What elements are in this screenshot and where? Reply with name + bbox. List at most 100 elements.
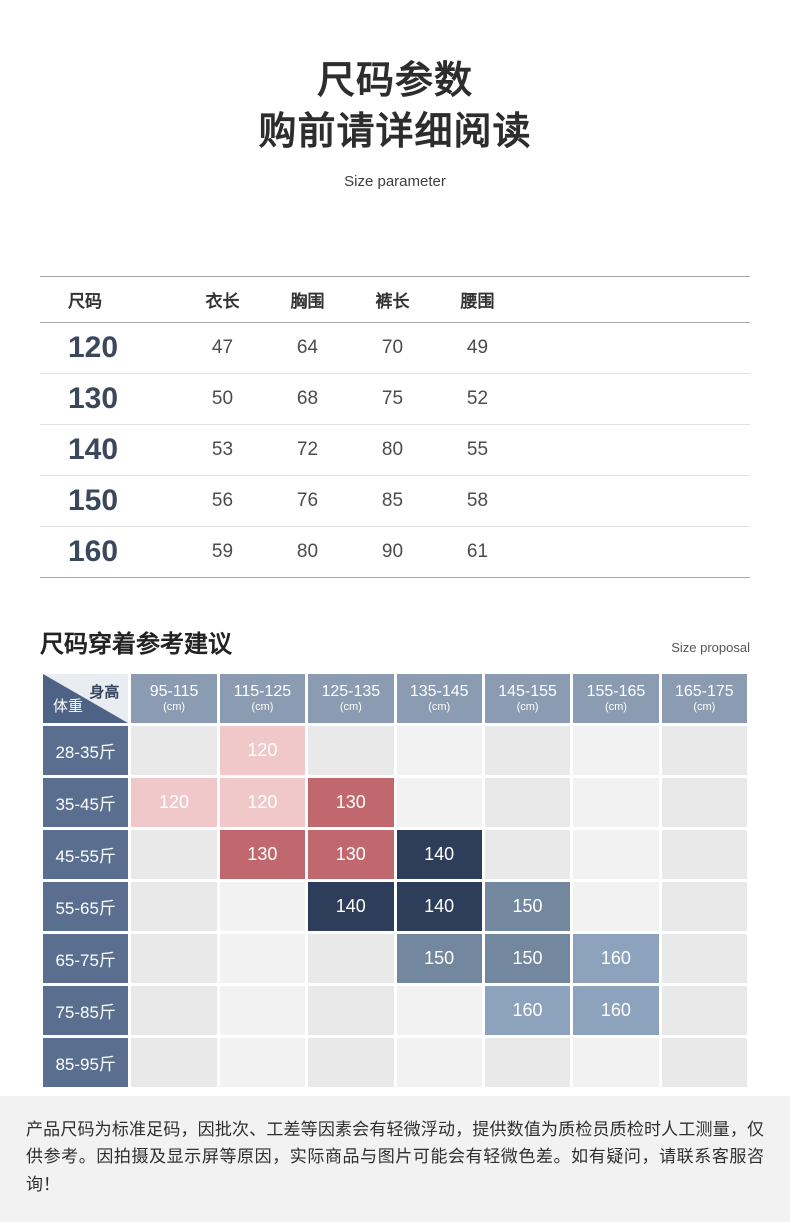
grid-empty-cell bbox=[308, 933, 394, 983]
grid-size-cell: 120 bbox=[219, 777, 306, 827]
height-range-label: 145-155 bbox=[498, 682, 557, 700]
grid-empty-cell bbox=[484, 725, 571, 775]
height-range-label: 155-165 bbox=[586, 682, 646, 700]
grid-data-row: 65-75斤 150 150 160 bbox=[43, 933, 747, 983]
size-table-row-filler bbox=[520, 526, 750, 577]
grid-size-cell: 140 bbox=[308, 881, 394, 931]
grid-data-row: 35-45斤 120 120 130 bbox=[43, 777, 747, 827]
measurement-cell: 55 bbox=[466, 438, 489, 460]
size-value-cell: 130 bbox=[68, 381, 119, 415]
grid-empty-cell bbox=[308, 985, 394, 1035]
measurement-cell: 47 bbox=[211, 336, 234, 358]
grid-empty-cell bbox=[484, 1037, 571, 1087]
size-table-row: 160 59 80 90 61 bbox=[40, 526, 750, 578]
measurement-cell: 75 bbox=[381, 387, 404, 409]
grid-size-cell: 140 bbox=[396, 829, 482, 879]
proposal-title: 尺码穿着参考建议 bbox=[40, 630, 232, 658]
grid-weight-label: 85-95斤 bbox=[43, 1037, 129, 1087]
page-title-line2: 购前请详细阅读 bbox=[258, 111, 532, 154]
grid-size-cell: 120 bbox=[219, 725, 306, 775]
grid-empty-cell bbox=[573, 881, 659, 931]
height-unit-label: (cm) bbox=[163, 701, 186, 714]
measurement-cell: 59 bbox=[211, 540, 234, 562]
measurement-cell: 80 bbox=[296, 540, 319, 562]
height-unit-label: (cm) bbox=[604, 701, 627, 714]
size-table-row-filler bbox=[520, 424, 750, 475]
size-table-col-header: 尺码 bbox=[68, 291, 102, 311]
size-parameter-table: 尺码 衣长 胸围 裤长 腰围 120 47 64 70 49 130 50 68 75 52 140 53 72… bbox=[40, 276, 750, 578]
height-unit-label: (cm) bbox=[251, 701, 274, 714]
size-table-row: 120 47 64 70 49 bbox=[40, 322, 750, 374]
measurement-cell: 70 bbox=[381, 336, 404, 358]
grid-empty-cell bbox=[219, 881, 306, 931]
measurement-cell: 76 bbox=[296, 489, 319, 511]
page-subtitle-en: Size parameter bbox=[344, 172, 446, 190]
proposal-subtitle-en: Size proposal bbox=[671, 639, 750, 655]
measurement-cell: 64 bbox=[296, 336, 319, 358]
size-table-row-filler bbox=[520, 373, 750, 424]
grid-empty-cell bbox=[661, 985, 747, 1035]
grid-height-header: 115-125 (cm) bbox=[219, 673, 306, 723]
grid-empty-cell bbox=[131, 933, 217, 983]
grid-header-row: 身高 体重 95-115 (cm) 115-125 (cm) 125-135 (cm) 135-… bbox=[43, 673, 747, 723]
grid-empty-cell bbox=[573, 777, 659, 827]
grid-height-header: 165-175 (cm) bbox=[661, 673, 747, 723]
grid-empty-cell bbox=[131, 829, 217, 879]
size-proposal-grid: 身高 体重 95-115 (cm) 115-125 (cm) 125-135 (cm) 135-… bbox=[40, 671, 750, 1090]
height-range-label: 95-115 bbox=[149, 682, 199, 700]
grid-empty-cell bbox=[396, 985, 482, 1035]
measurement-cell: 80 bbox=[381, 438, 404, 460]
page-title-line1: 尺码参数 bbox=[316, 60, 473, 102]
grid-size-cell: 160 bbox=[573, 985, 659, 1035]
grid-empty-cell bbox=[484, 777, 571, 827]
measurement-cell: 58 bbox=[466, 489, 489, 511]
grid-height-header: 155-165 (cm) bbox=[573, 673, 659, 723]
grid-empty-cell bbox=[661, 777, 747, 827]
height-unit-label: (cm) bbox=[428, 701, 451, 714]
grid-empty-cell bbox=[131, 1037, 217, 1087]
proposal-header: 尺码穿着参考建议 Size proposal bbox=[40, 624, 750, 659]
measurement-cell: 90 bbox=[381, 540, 404, 562]
grid-empty-cell bbox=[131, 725, 217, 775]
grid-data-row: 75-85斤 160 160 bbox=[43, 985, 747, 1035]
size-table-header-filler bbox=[520, 276, 750, 322]
size-table-col-header: 腰围 bbox=[460, 291, 495, 311]
grid-empty-cell bbox=[396, 777, 482, 827]
grid-empty-cell bbox=[219, 933, 306, 983]
size-table-row: 140 53 72 80 55 bbox=[40, 424, 750, 476]
height-unit-label: (cm) bbox=[693, 701, 716, 714]
grid-empty-cell bbox=[308, 1037, 394, 1087]
grid-data-row: 45-55斤 130 130 140 bbox=[43, 829, 747, 879]
size-value-cell: 160 bbox=[68, 534, 119, 568]
measurement-cell: 53 bbox=[211, 438, 234, 460]
size-table-row: 130 50 68 75 52 bbox=[40, 373, 750, 425]
measurement-cell: 52 bbox=[466, 387, 489, 409]
grid-size-cell: 150 bbox=[396, 933, 482, 983]
grid-weight-label: 35-45斤 bbox=[43, 777, 129, 827]
size-value-cell: 150 bbox=[68, 483, 119, 517]
size-table-col-header: 裤长 bbox=[375, 291, 410, 311]
corner-label-height: 身高 bbox=[89, 683, 120, 701]
size-value-cell: 120 bbox=[68, 330, 119, 364]
height-range-label: 125-135 bbox=[321, 682, 381, 700]
size-table-row: 150 56 76 85 58 bbox=[40, 475, 750, 527]
corner-label-weight: 体重 bbox=[53, 697, 84, 715]
measurement-cell: 50 bbox=[211, 387, 234, 409]
grid-empty-cell bbox=[661, 829, 747, 879]
size-table-row-filler bbox=[520, 475, 750, 526]
grid-size-cell: 140 bbox=[396, 881, 482, 931]
grid-size-cell: 130 bbox=[308, 777, 394, 827]
grid-height-header: 125-135 (cm) bbox=[308, 673, 394, 723]
measurement-cell: 72 bbox=[296, 438, 319, 460]
measurement-cell: 68 bbox=[296, 387, 319, 409]
grid-empty-cell bbox=[219, 1037, 306, 1087]
grid-empty-cell bbox=[308, 725, 394, 775]
grid-size-cell: 160 bbox=[573, 933, 659, 983]
grid-empty-cell bbox=[396, 1037, 482, 1087]
grid-empty-cell bbox=[573, 1037, 659, 1087]
grid-data-row: 85-95斤 bbox=[43, 1037, 747, 1087]
height-unit-label: (cm) bbox=[516, 701, 539, 714]
grid-weight-label: 75-85斤 bbox=[43, 985, 129, 1035]
grid-data-row: 28-35斤 120 bbox=[43, 725, 747, 775]
size-table-col-header: 胸围 bbox=[290, 291, 325, 311]
